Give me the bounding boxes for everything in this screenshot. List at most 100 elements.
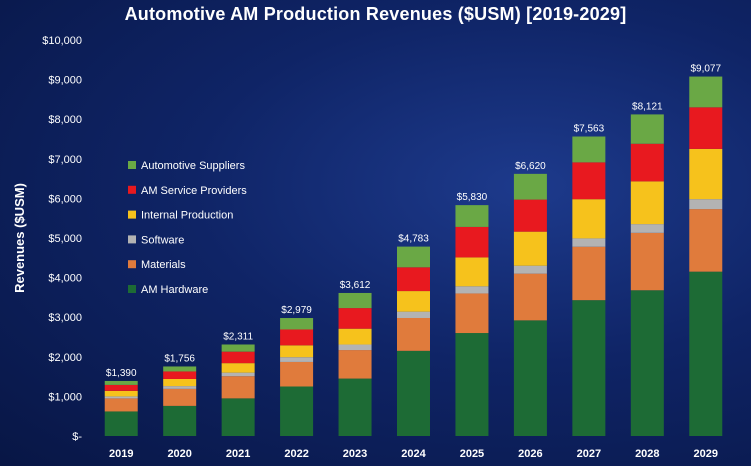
bar-segment-am-service-providers <box>455 226 489 258</box>
bar-segment-am-hardware <box>689 271 723 436</box>
y-tick-label: $8,000 <box>48 114 82 126</box>
bar-segment-am-hardware <box>104 411 138 436</box>
bar-segment-automotive-suppliers <box>163 366 197 372</box>
bar-segment-software <box>455 286 489 294</box>
legend-swatch <box>128 210 136 219</box>
bar-total-label: $6,620 <box>515 161 546 172</box>
bar-segment-materials <box>397 317 430 351</box>
bar-segment-internal-production <box>513 231 547 266</box>
bar-segment-internal-production <box>338 328 372 345</box>
bar-segment-internal-production <box>630 181 664 225</box>
bar-segment-automotive-suppliers <box>397 246 430 268</box>
bar-segment-automotive-suppliers <box>630 114 664 144</box>
bar-segment-software <box>338 344 372 351</box>
bar-segment-software <box>513 265 547 274</box>
legend-swatch <box>128 235 136 244</box>
bar-segment-internal-production <box>221 363 255 373</box>
x-tick-label: 2019 <box>109 448 133 460</box>
bar-segment-am-hardware <box>455 333 489 436</box>
bar-segment-materials <box>280 361 314 387</box>
legend-label: AM Service Providers <box>141 185 247 197</box>
bar-segment-am-service-providers <box>397 267 430 292</box>
x-tick-label: 2021 <box>226 448 250 460</box>
bar-segment-materials <box>104 398 138 412</box>
bar-segment-am-service-providers <box>689 107 723 149</box>
bar-segment-materials <box>513 273 547 321</box>
bar-segment-am-hardware <box>221 398 255 436</box>
bar-segment-am-service-providers <box>513 199 547 232</box>
x-tick-label: 2027 <box>577 448 601 460</box>
bar-segment-automotive-suppliers <box>455 205 489 227</box>
bar-segment-software <box>104 396 138 399</box>
bar-segment-am-hardware <box>630 290 664 436</box>
bar-segment-internal-production <box>163 378 197 387</box>
bar-segment-am-hardware <box>280 386 314 436</box>
bar-segment-materials <box>689 209 723 272</box>
y-tick-label: $9,000 <box>48 75 82 87</box>
bar-total-label: $1,756 <box>164 353 195 364</box>
bar-segment-am-service-providers <box>163 371 197 379</box>
y-tick-label: $1,000 <box>48 391 82 403</box>
legend-label: Software <box>141 234 184 246</box>
bar-segment-software <box>630 224 664 233</box>
bar-segment-materials <box>630 232 664 291</box>
bar-segment-am-service-providers <box>338 308 372 329</box>
x-tick-label: 2025 <box>460 448 484 460</box>
y-tick-label: $6,000 <box>48 193 82 205</box>
y-tick-label: $10,000 <box>42 35 82 47</box>
x-tick-label: 2029 <box>694 448 718 460</box>
bar-total-label: $8,121 <box>632 101 663 112</box>
bar-segment-materials <box>338 350 372 379</box>
bar-segment-internal-production <box>104 390 138 397</box>
bar-segment-software <box>397 311 430 318</box>
bar-segment-automotive-suppliers <box>280 318 314 330</box>
bar-segment-am-hardware <box>338 378 372 436</box>
bar-segment-am-service-providers <box>630 143 664 182</box>
legend-label: Internal Production <box>141 210 233 222</box>
y-tick-label: $7,000 <box>48 154 82 166</box>
bar-total-label: $2,979 <box>281 305 312 316</box>
chart-title: Automotive AM Production Revenues ($USM)… <box>124 4 627 24</box>
y-tick-label: $5,000 <box>48 233 82 245</box>
bar-segment-am-hardware <box>397 350 430 436</box>
bar-segment-materials <box>572 246 606 301</box>
x-tick-label: 2026 <box>518 448 542 460</box>
x-tick-label: 2023 <box>343 448 367 460</box>
legend-swatch <box>128 260 136 269</box>
x-tick-label: 2020 <box>167 448 191 460</box>
y-tick-label: $2,000 <box>48 352 82 364</box>
bar-total-label: $4,783 <box>398 234 429 245</box>
bar-segment-materials <box>221 376 255 399</box>
bar-segment-materials <box>163 388 197 406</box>
bar-segment-am-hardware <box>163 405 197 436</box>
bar-segment-automotive-suppliers <box>221 344 255 352</box>
bar-segment-software <box>689 199 723 210</box>
y-tick-label: $4,000 <box>48 273 82 285</box>
bar-segment-internal-production <box>689 148 723 200</box>
bar-segment-materials <box>455 293 489 334</box>
bar-segment-automotive-suppliers <box>338 292 372 309</box>
bar-segment-software <box>163 386 197 389</box>
bar-total-label: $7,563 <box>574 124 605 135</box>
legend-label: AM Hardware <box>141 284 208 296</box>
legend-swatch <box>128 185 136 194</box>
y-tick-label: $3,000 <box>48 312 82 324</box>
bar-segment-internal-production <box>455 257 489 287</box>
bar-segment-software <box>572 238 606 247</box>
bar-segment-am-service-providers <box>572 162 606 200</box>
bar-segment-software <box>280 357 314 362</box>
bar-total-label: $3,612 <box>340 280 371 291</box>
bar-segment-automotive-suppliers <box>104 380 138 385</box>
bar-segment-am-service-providers <box>104 384 138 391</box>
legend-label: Materials <box>141 259 186 271</box>
legend-label: Automotive Suppliers <box>141 160 245 172</box>
bar-segment-automotive-suppliers <box>689 76 723 108</box>
bar-segment-internal-production <box>280 345 314 358</box>
bar-segment-am-service-providers <box>221 351 255 364</box>
bar-segment-am-hardware <box>513 320 547 436</box>
bar-segment-automotive-suppliers <box>572 136 606 163</box>
bar-total-label: $9,077 <box>690 64 721 75</box>
bar-segment-internal-production <box>397 291 430 312</box>
bar-segment-automotive-suppliers <box>513 173 547 200</box>
